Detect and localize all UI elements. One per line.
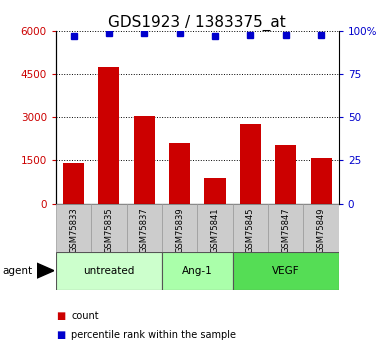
- Bar: [268, 204, 303, 252]
- Bar: [197, 204, 233, 252]
- Bar: [233, 204, 268, 252]
- Text: GSM75839: GSM75839: [175, 207, 184, 253]
- Bar: [169, 143, 190, 204]
- Bar: [240, 125, 261, 204]
- Bar: [134, 116, 155, 204]
- Text: ■: ■: [56, 330, 65, 339]
- Text: GSM75833: GSM75833: [69, 207, 78, 253]
- Text: GSM75835: GSM75835: [104, 207, 114, 253]
- Text: agent: agent: [2, 266, 32, 276]
- Bar: [233, 252, 339, 290]
- Polygon shape: [37, 263, 54, 278]
- Bar: [162, 204, 197, 252]
- Text: count: count: [71, 311, 99, 321]
- Text: GSM75841: GSM75841: [211, 207, 219, 253]
- Bar: [162, 252, 233, 290]
- Text: GSM75845: GSM75845: [246, 207, 255, 253]
- Bar: [91, 204, 127, 252]
- Bar: [63, 163, 84, 204]
- Bar: [303, 204, 339, 252]
- Text: GSM75849: GSM75849: [316, 207, 326, 253]
- Bar: [275, 145, 296, 204]
- Bar: [127, 204, 162, 252]
- Title: GDS1923 / 1383375_at: GDS1923 / 1383375_at: [109, 15, 286, 31]
- Text: ■: ■: [56, 311, 65, 321]
- Text: GSM75837: GSM75837: [140, 207, 149, 253]
- Text: Ang-1: Ang-1: [182, 266, 213, 276]
- Bar: [56, 204, 91, 252]
- Bar: [56, 252, 162, 290]
- Bar: [204, 178, 226, 204]
- Text: GSM75847: GSM75847: [281, 207, 290, 253]
- Bar: [311, 158, 332, 204]
- Bar: [98, 67, 119, 204]
- Text: untreated: untreated: [83, 266, 135, 276]
- Text: percentile rank within the sample: percentile rank within the sample: [71, 330, 236, 339]
- Text: VEGF: VEGF: [272, 266, 300, 276]
